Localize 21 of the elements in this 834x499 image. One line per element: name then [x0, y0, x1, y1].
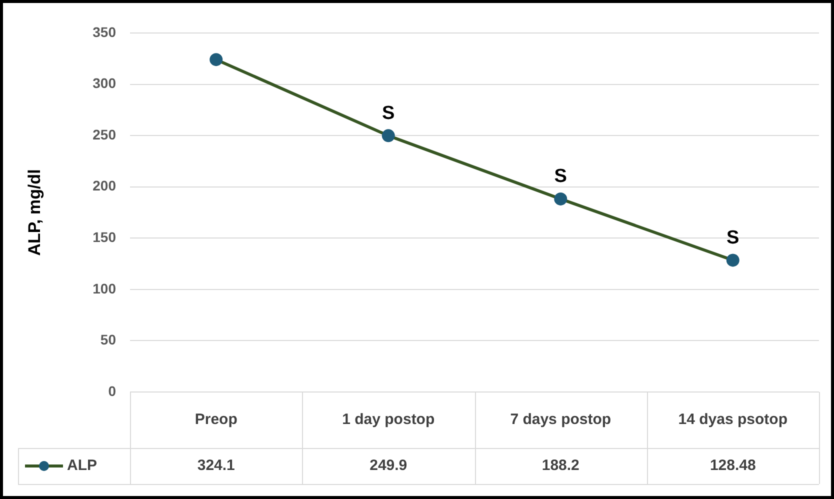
data-label: 188.2 — [542, 457, 580, 474]
x-tick-label: 7 days postop — [510, 411, 612, 428]
x-tick-label: 14 dyas psotop — [678, 411, 788, 428]
y-axis-title: ALP, mg/dl — [24, 169, 44, 256]
legend-label: ALP — [67, 457, 97, 474]
y-tick-label: 300 — [92, 75, 116, 92]
y-tick-label: 0 — [108, 382, 116, 399]
data-label: 324.1 — [197, 457, 235, 474]
x-tick-label: 1 day postop — [342, 411, 435, 428]
y-tick-label: 350 — [92, 24, 116, 40]
y-tick-label: 100 — [92, 280, 116, 296]
annotation: S — [382, 102, 395, 124]
annotation: S — [726, 227, 740, 248]
x-tick-label: Preop — [194, 411, 238, 428]
y-tick-label: 250 — [92, 126, 116, 142]
y-tick-label: 150 — [92, 229, 116, 245]
y-tick-label: 200 — [92, 178, 116, 194]
annotation: S — [554, 166, 567, 188]
y-tick-label: 50 — [100, 332, 116, 348]
data-label: 128.48 — [710, 457, 756, 474]
data-label: 249.9 — [370, 457, 408, 474]
